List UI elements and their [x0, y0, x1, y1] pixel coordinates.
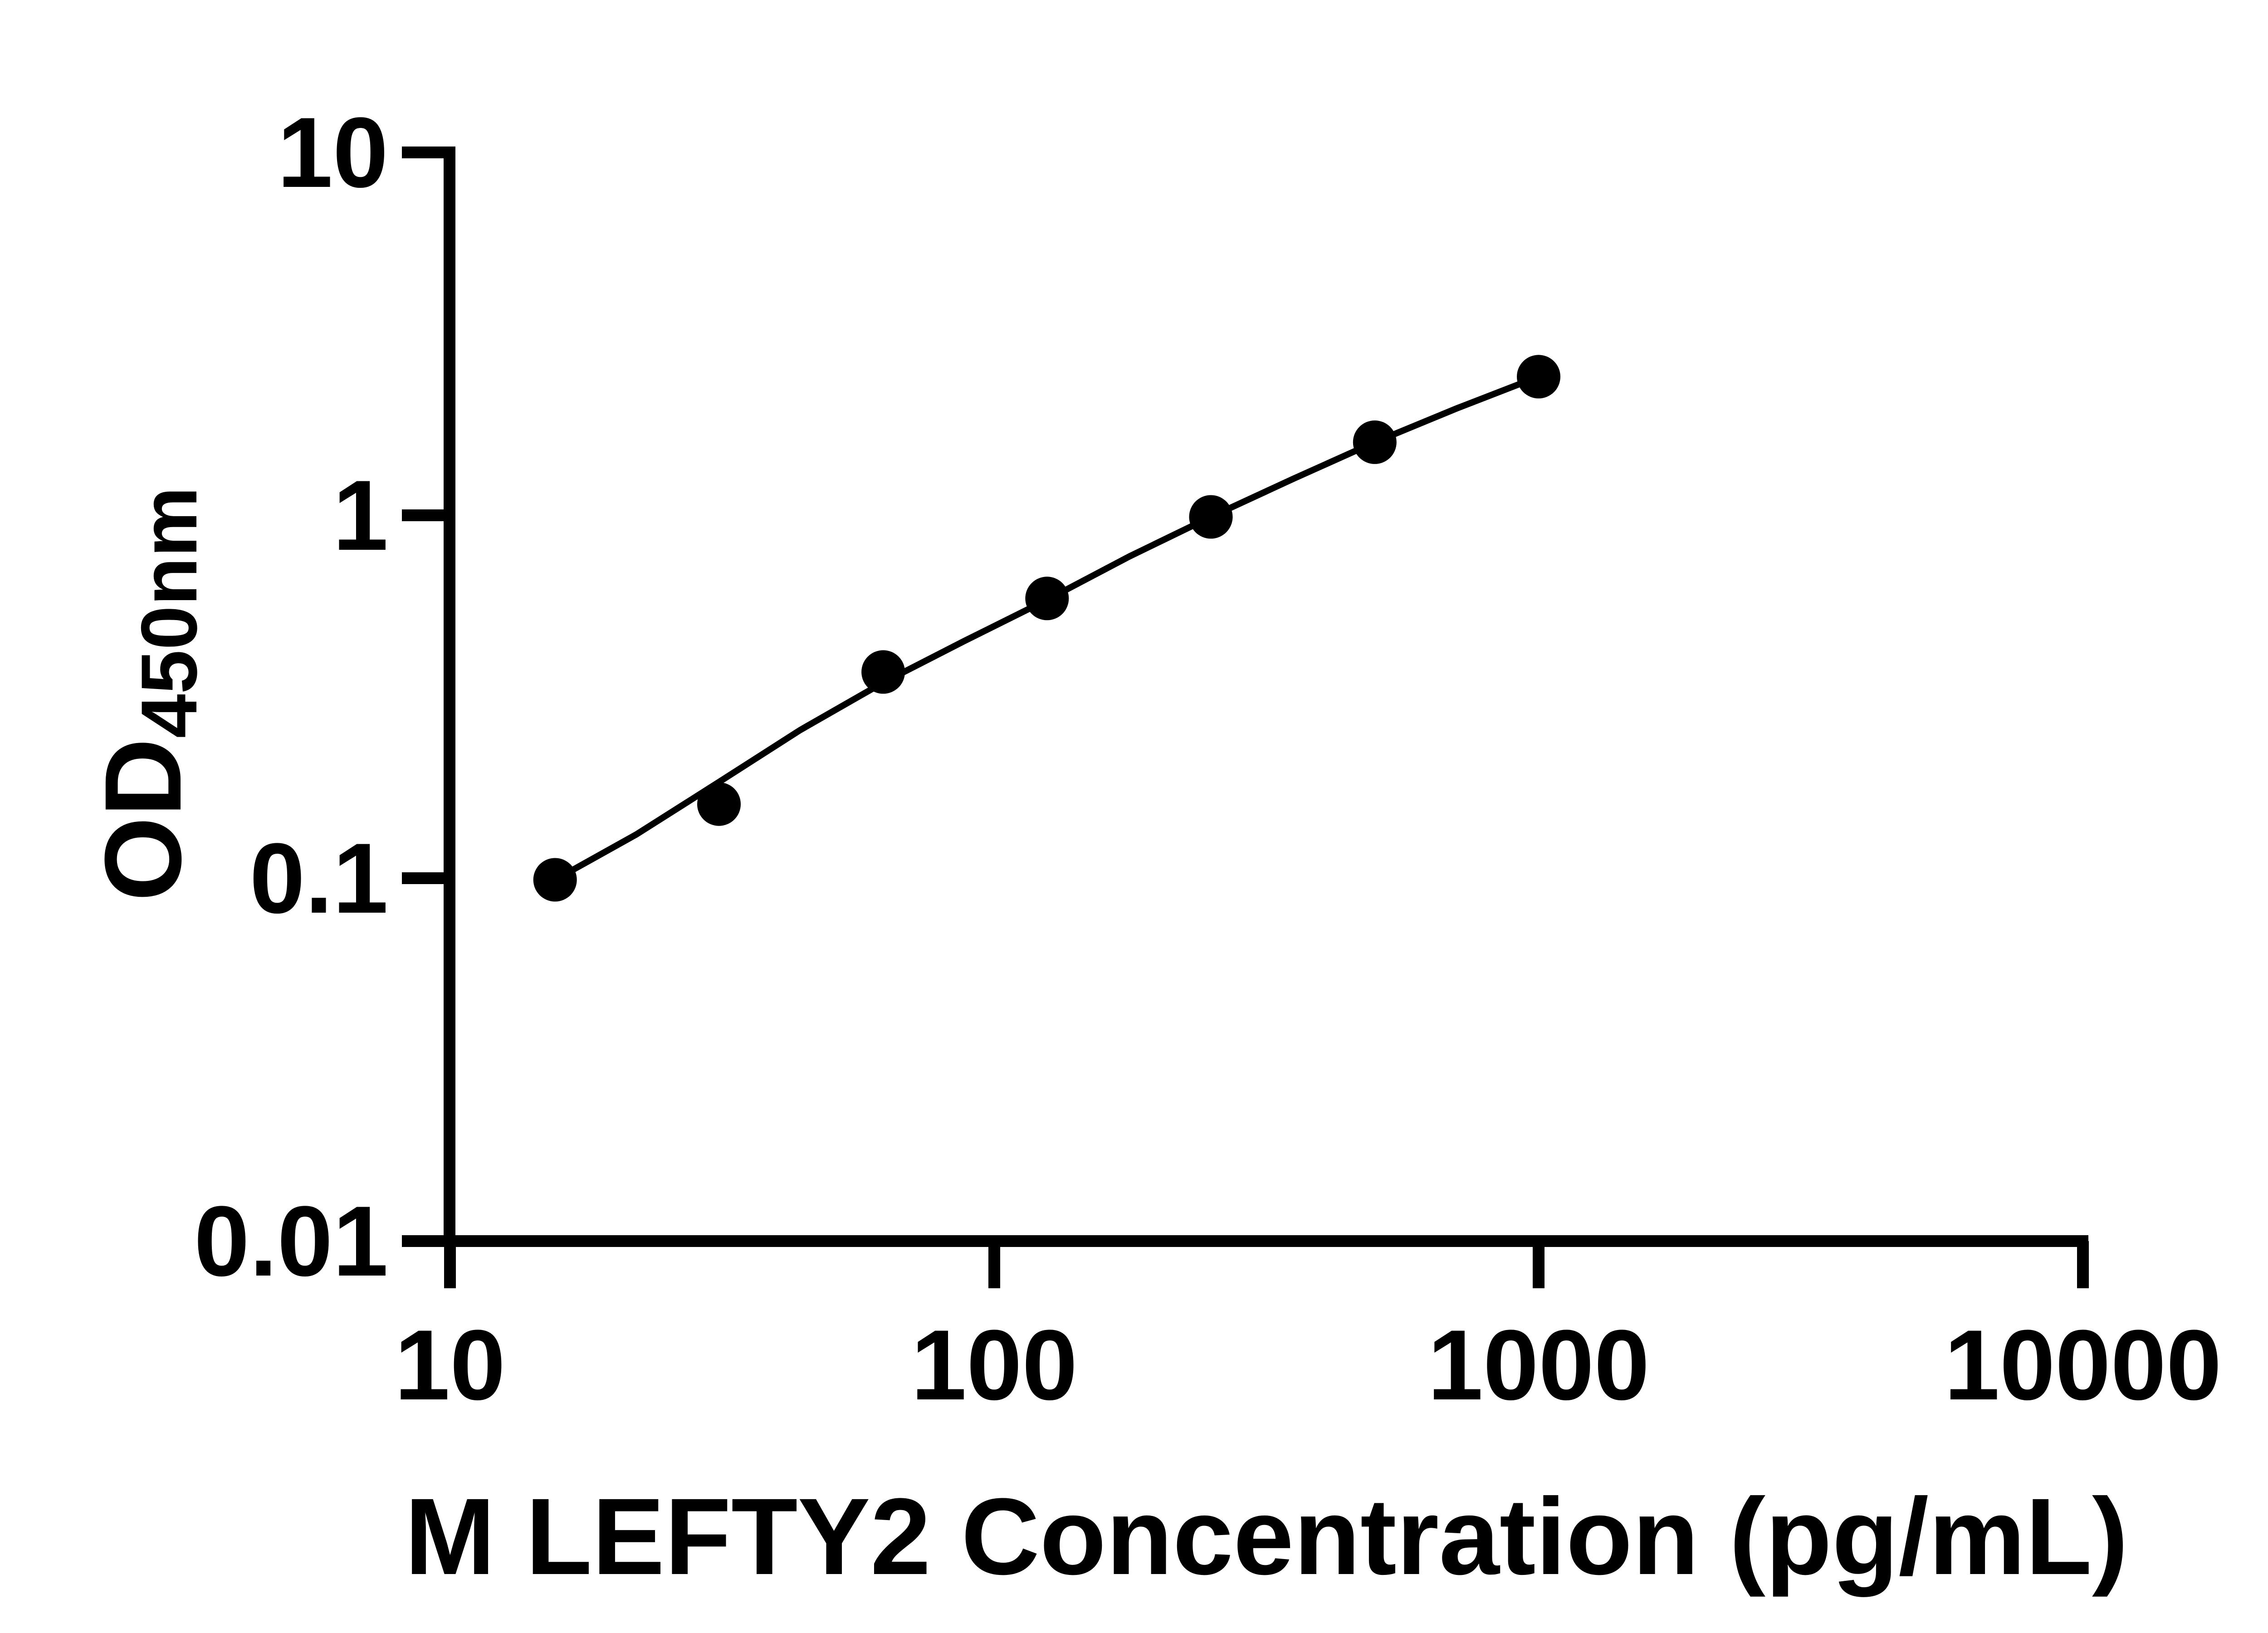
- data-points: [533, 355, 1560, 902]
- y-tick-label: 0.01: [194, 1185, 388, 1297]
- x-tick-label: 100: [911, 1309, 1077, 1421]
- data-point-marker: [533, 858, 577, 902]
- y-ticks: [402, 147, 450, 1247]
- x-tick-label: 1000: [1427, 1309, 1649, 1421]
- y-tick-label: 1: [333, 460, 388, 571]
- data-point-marker: [697, 782, 741, 826]
- data-point-marker: [1517, 355, 1560, 399]
- y-tick-label: 0.1: [249, 822, 388, 934]
- data-point-marker: [1353, 420, 1397, 464]
- axes-frame: [444, 147, 2088, 1247]
- data-point-marker: [861, 650, 905, 694]
- x-tick-labels: 10 100 1000 10000: [395, 1309, 2222, 1421]
- y-axis-title: OD450nm: [82, 487, 214, 901]
- x-ticks: [444, 1241, 2089, 1288]
- x-tick-label: 10: [395, 1309, 506, 1421]
- data-point-marker: [1025, 577, 1069, 621]
- y-axis-title-subscript: 450nm: [125, 487, 214, 738]
- x-tick-label: 10000: [1944, 1309, 2222, 1421]
- y-tick-label: 10: [277, 97, 388, 208]
- data-point-marker: [1189, 495, 1233, 539]
- x-axis-title: M LEFTY2 Concentration (pg/mL): [405, 1476, 2128, 1597]
- y-tick-labels: 10 1 0.1 0.01: [194, 97, 388, 1297]
- y-axis-title-main: OD: [82, 738, 204, 901]
